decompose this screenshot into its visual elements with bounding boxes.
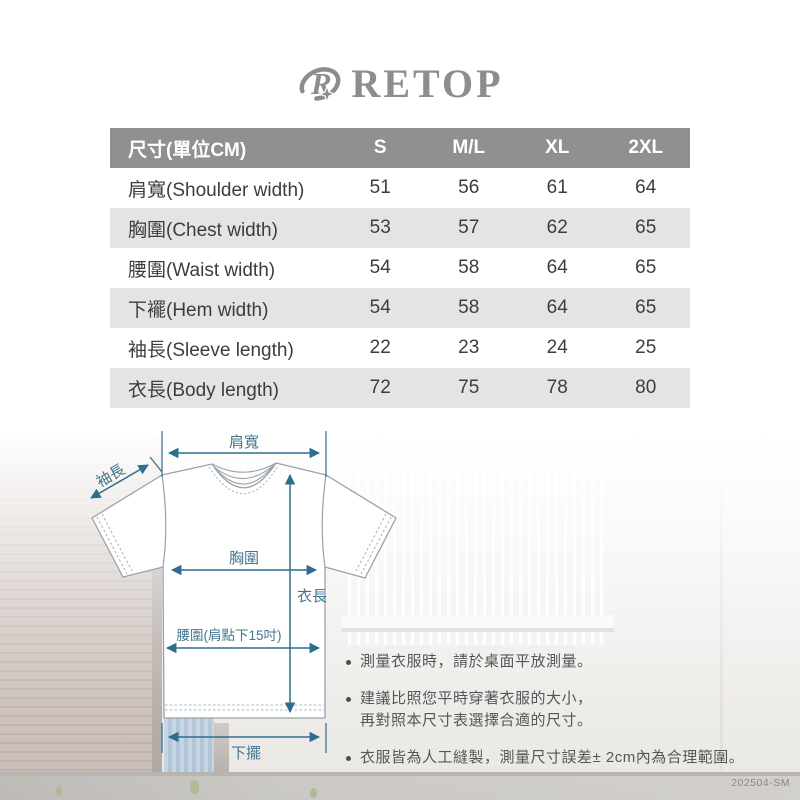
note-line: 建議比照您平時穿著衣服的大小， <box>360 690 593 707</box>
row-label: 袖長(Sleeve length) <box>128 339 294 361</box>
cell-value: 53 <box>369 217 391 238</box>
label-chest-width: 胸圍 <box>229 550 259 567</box>
label-hem: 下擺 <box>231 745 261 762</box>
cell-value: 64 <box>546 257 568 278</box>
table-row-chest: 胸圍(Chest width) 53 57 62 65 <box>110 208 690 248</box>
table-row-body-length: 衣長(Body length) 72 75 78 80 <box>110 368 690 408</box>
cell-value: 61 <box>546 177 568 198</box>
cell-value: 57 <box>458 217 480 238</box>
tshirt-outline <box>91 462 397 719</box>
bullet-icon <box>346 697 351 702</box>
header-size-xl: XL <box>545 137 570 158</box>
label-shoulder-width: 肩寬 <box>229 433 259 451</box>
note-line: 再對照本尺寸表選擇合適的尺寸。 <box>360 712 593 729</box>
street-photo-background <box>0 430 800 800</box>
cell-value: 24 <box>546 337 568 358</box>
footer-version-code: 202504-SM <box>731 777 790 789</box>
cell-value: 65 <box>635 257 657 278</box>
label-body-length: 衣長 <box>297 588 327 605</box>
table-row-hem: 下襬(Hem width) 54 58 64 65 <box>110 288 690 328</box>
measurement-notes: 測量衣服時，請於桌面平放測量。 建議比照您平時穿著衣服的大小， 再對照本尺寸表選… <box>346 651 786 784</box>
row-label: 腰圍(Waist width) <box>128 259 276 281</box>
cell-value: 23 <box>458 337 480 358</box>
cell-value: 64 <box>546 297 568 318</box>
cell-value: 65 <box>635 297 657 318</box>
cell-value: 72 <box>369 377 391 398</box>
tshirt-measure-diagram: 肩寬 袖長 胸圍 衣長 腰圍(肩點下15吋) 下擺 <box>90 431 397 762</box>
row-label: 肩寬(Shoulder width) <box>128 179 305 201</box>
table-row-sleeve: 袖長(Sleeve length) 22 23 24 25 <box>110 328 690 368</box>
table-row-waist: 腰圍(Waist width) 54 58 64 65 <box>110 248 690 288</box>
cell-value: 56 <box>458 177 480 198</box>
header-size-s: S <box>373 137 387 158</box>
row-label: 下襬(Hem width) <box>128 299 269 321</box>
row-label: 衣長(Body length) <box>128 379 280 401</box>
header-unit-label: 尺寸(單位CM) <box>128 139 247 161</box>
cell-value: 78 <box>546 377 568 398</box>
note-text: 建議比照您平時穿著衣服的大小， 再對照本尺寸表選擇合適的尺寸。 <box>360 688 593 732</box>
note-text: 測量衣服時，請於桌面平放測量。 <box>360 653 593 670</box>
note-item: 衣服皆為人工縫製，測量尺寸誤差± 2cm內為合理範圍。 <box>346 747 786 769</box>
cell-value: 58 <box>458 297 480 318</box>
label-waist: 腰圍(肩點下15吋) <box>176 628 281 643</box>
size-table: 尺寸(單位CM) S M/L XL 2XL 肩寬(Shoulder width)… <box>110 128 690 408</box>
row-label: 胸圍(Chest width) <box>128 219 278 241</box>
brand-wordmark: RETOP <box>351 61 504 106</box>
cell-value: 75 <box>458 377 480 398</box>
cell-value: 54 <box>369 257 391 278</box>
cell-value: 64 <box>635 177 657 198</box>
brand-logo: R RETOP <box>0 58 800 110</box>
cell-value: 54 <box>369 297 391 318</box>
size-table-header-row: 尺寸(單位CM) S M/L XL 2XL <box>110 128 690 168</box>
cell-value: 58 <box>458 257 480 278</box>
table-row-shoulder: 肩寬(Shoulder width) 51 56 61 64 <box>110 168 690 208</box>
note-item: 建議比照您平時穿著衣服的大小， 再對照本尺寸表選擇合適的尺寸。 <box>346 688 786 732</box>
cell-value: 22 <box>369 337 391 358</box>
cell-value: 51 <box>369 177 391 198</box>
cell-value: 80 <box>635 377 657 398</box>
header-size-ml: M/L <box>452 137 486 158</box>
cell-value: 62 <box>546 217 568 238</box>
bullet-icon <box>346 660 351 665</box>
note-item: 測量衣服時，請於桌面平放測量。 <box>346 651 786 673</box>
bullet-icon <box>346 756 351 761</box>
retop-swoosh-icon: R <box>299 66 341 104</box>
header-size-2xl: 2XL <box>628 137 664 158</box>
cell-value: 25 <box>635 337 657 358</box>
note-text: 衣服皆為人工縫製，測量尺寸誤差± 2cm內為合理範圍。 <box>360 749 745 766</box>
cell-value: 65 <box>635 217 657 238</box>
